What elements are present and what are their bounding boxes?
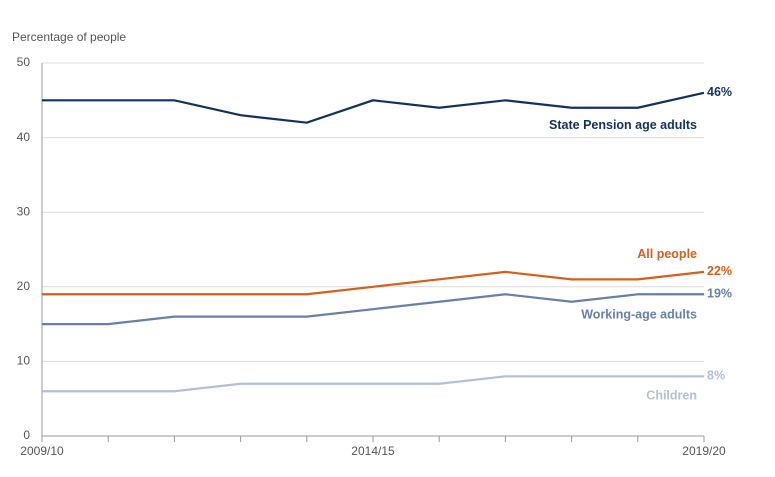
x-tick-label: 2019/20: [682, 444, 726, 458]
x-tick-label: 2009/10: [20, 444, 64, 458]
series-line: [42, 270, 705, 296]
series-label: Children: [646, 389, 697, 403]
series-label: All people: [637, 247, 697, 261]
y-tick-label: 50: [17, 55, 31, 69]
series-line: [42, 375, 704, 393]
x-tick-label: 2014/15: [351, 444, 395, 458]
value-label: 19%: [707, 287, 732, 301]
y-axis-title: Percentage of people: [12, 30, 126, 44]
series-line: [42, 293, 704, 326]
y-tick-label: 40: [17, 130, 31, 144]
value-label: 22%: [707, 264, 732, 278]
series-label: State Pension age adults: [549, 118, 697, 132]
y-tick-label: 30: [17, 204, 31, 218]
series-line: [42, 91, 705, 124]
series-label: Working-age adults: [581, 308, 697, 322]
value-label: 8%: [707, 369, 725, 383]
y-tick-label: 0: [23, 428, 30, 442]
value-label: 46%: [707, 85, 732, 99]
y-tick-label: 20: [17, 279, 31, 293]
y-tick-label: 10: [17, 354, 31, 368]
